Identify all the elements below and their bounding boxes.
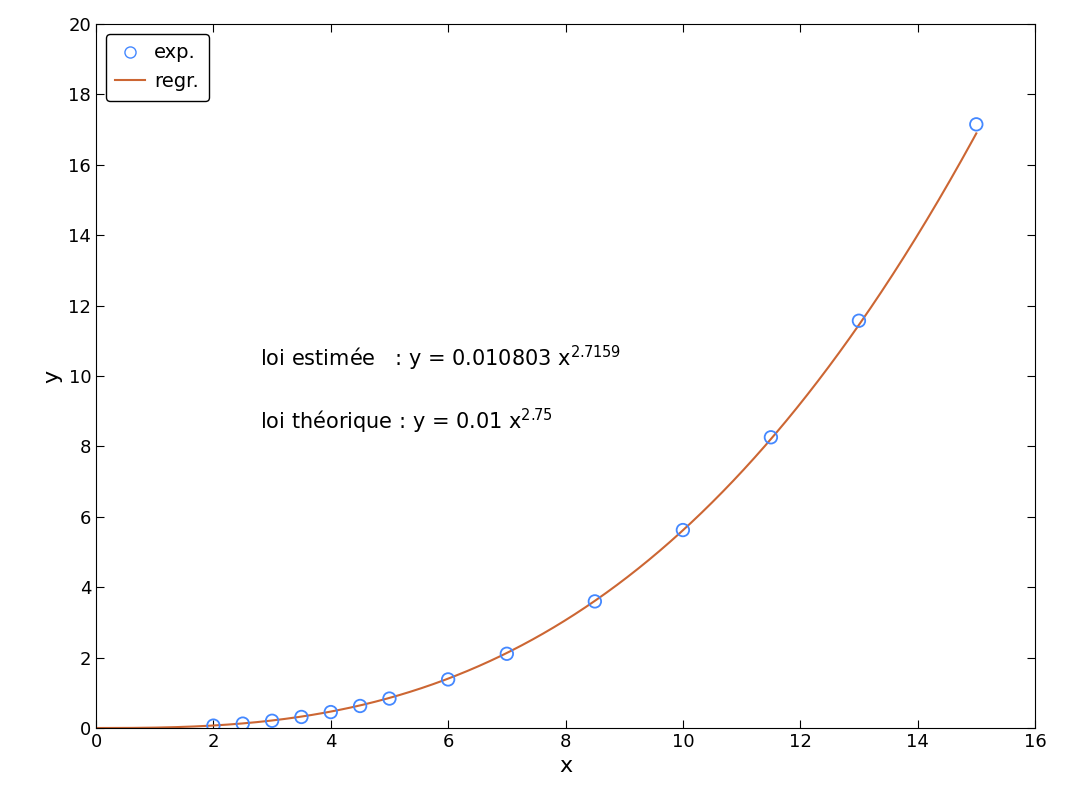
Text: loi estimée   : y = 0.010803 x$^{2.7159}$: loi estimée : y = 0.010803 x$^{2.7159}$ xyxy=(260,344,621,373)
Point xyxy=(205,719,222,732)
Point xyxy=(674,524,691,537)
Point xyxy=(968,118,985,130)
Y-axis label: y: y xyxy=(43,370,63,382)
Point xyxy=(322,706,339,718)
Legend: exp., regr.: exp., regr. xyxy=(106,34,209,101)
Point xyxy=(850,314,867,327)
Point xyxy=(587,595,604,608)
X-axis label: x: x xyxy=(559,757,572,777)
Point xyxy=(351,699,369,712)
Point xyxy=(381,692,398,705)
Text: loi théorique : y = 0.01 x$^{2.75}$: loi théorique : y = 0.01 x$^{2.75}$ xyxy=(260,407,554,436)
Point xyxy=(235,718,252,730)
Point xyxy=(762,431,779,444)
Point xyxy=(498,647,515,660)
Point xyxy=(440,673,457,686)
Point xyxy=(292,710,310,723)
Point xyxy=(264,714,281,727)
